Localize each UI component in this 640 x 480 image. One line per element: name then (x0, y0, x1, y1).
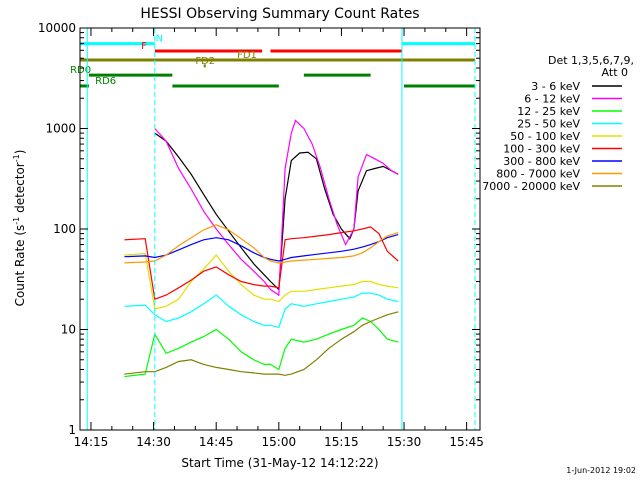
flag-label-n: N (156, 34, 163, 45)
legend-label-8: 7000 - 20000 keV (482, 180, 580, 193)
x-axis: 14:15 14:30 14:45 15:00 15:15 15:30 15:45 (74, 28, 484, 449)
x-tick-label-0: 14:15 (74, 435, 109, 449)
legend-label-2: 12 - 25 keV (517, 105, 580, 118)
x-tick-label-2: 14:45 (199, 435, 234, 449)
series-line-3 (124, 292, 399, 329)
legend-header-2: Att 0 (602, 66, 628, 79)
x-tick-label-6: 15:45 (449, 435, 484, 449)
y-axis: 1 10 100 1000 10000 (38, 21, 480, 437)
x-tick-label-3: 15:00 (262, 435, 297, 449)
y-axis-label: Count Rate (s-1 detector-1) (12, 150, 27, 307)
legend-label-1: 6 - 12 keV (524, 93, 580, 106)
flag-label-rd0: RD0 (70, 65, 91, 76)
legend-label-0: 3 - 6 keV (531, 80, 580, 93)
y-tick-label-2: 100 (53, 222, 76, 236)
flag-label-fd2: FD2 (195, 56, 215, 67)
flag-label-rd6: RD6 (95, 76, 116, 87)
x-tick-label-5: 15:30 (387, 435, 422, 449)
series-line-2 (124, 317, 399, 378)
footer-date: 1-Jun-2012 19:02 (566, 466, 636, 475)
series-line-7 (124, 224, 399, 264)
series-line-6 (124, 234, 399, 262)
legend-header-1: Det 1,3,5,6,7,9, (548, 54, 634, 67)
x-axis-label: Start Time (31-May-12 14:12:22) (181, 456, 378, 470)
legend-label-6: 300 - 800 keV (503, 155, 580, 168)
chart-title: HESSI Observing Summary Count Rates (140, 6, 419, 22)
state-flags: NF FD1 FD2 RD0 RD6 (70, 34, 475, 88)
legend-label-4: 50 - 100 keV (510, 130, 580, 143)
series-layer (124, 119, 399, 378)
y-tick-label-1: 10 (61, 323, 76, 337)
flag-label-fd1: FD1 (237, 50, 257, 61)
legend-label-7: 800 - 7000 keV (496, 168, 580, 181)
legend-label-5: 100 - 300 keV (503, 143, 580, 156)
y-tick-label-4: 10000 (38, 21, 76, 35)
legend-label-3: 25 - 50 keV (517, 118, 580, 131)
series-line-0 (154, 132, 399, 291)
x-tick-label-1: 14:30 (136, 435, 171, 449)
series-line-5 (124, 226, 399, 301)
y-tick-label-3: 1000 (45, 122, 76, 136)
series-line-8 (124, 311, 399, 376)
series-line-1 (154, 119, 399, 297)
x-tick-label-4: 15:15 (324, 435, 359, 449)
y-tick-label-0: 1 (68, 423, 76, 437)
series-line-4 (124, 252, 399, 310)
plot-frame (79, 27, 481, 431)
event-lines (86, 28, 476, 430)
flag-label-f: F (141, 41, 147, 52)
